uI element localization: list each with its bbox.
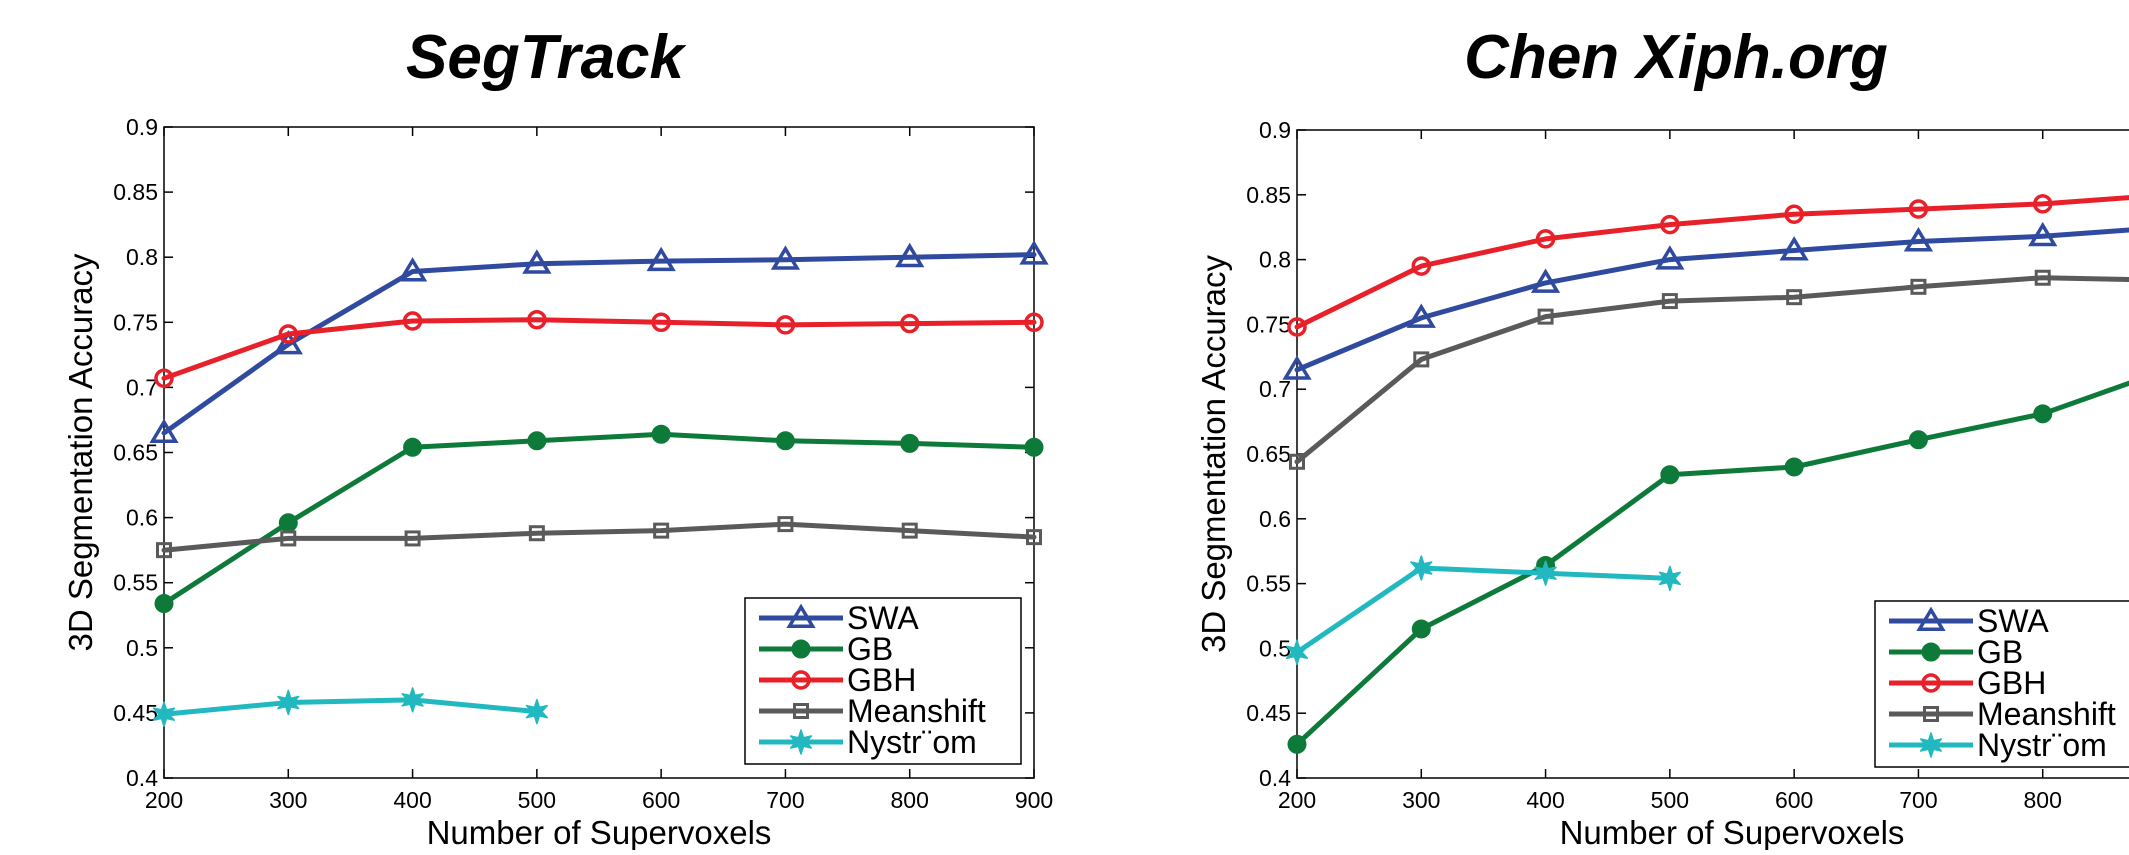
y-axis-label: 3D Segmentation Accuracy	[62, 253, 99, 652]
y-tick-label: 0.8	[1259, 247, 1291, 273]
x-tick-label: 300	[1402, 787, 1440, 813]
y-tick-label: 0.9	[1259, 117, 1291, 143]
series-gbh	[1289, 187, 2129, 335]
y-tick-label: 0.65	[1246, 441, 1291, 467]
series-swa	[1285, 216, 2129, 378]
y-tick-label: 0.75	[113, 309, 158, 335]
data-point	[652, 425, 670, 443]
y-tick-label: 0.55	[1246, 571, 1291, 597]
x-axis-label: Number of Supervoxels	[1560, 814, 1905, 850]
series-line	[164, 700, 537, 714]
x-tick-label: 500	[518, 787, 556, 813]
data-point	[1785, 458, 1803, 476]
y-tick-label: 0.7	[126, 374, 158, 400]
x-tick-label: 700	[1899, 787, 1937, 813]
legend-label: Nystr¨om	[847, 724, 977, 760]
y-tick-label: 0.45	[113, 700, 158, 726]
series-nystr-om	[1287, 556, 1681, 664]
data-point	[1025, 438, 1043, 456]
x-axis-label: Number of Supervoxels	[427, 814, 772, 850]
legend-label: Nystr¨om	[1977, 727, 2107, 763]
y-tick-label: 0.85	[1246, 182, 1291, 208]
y-tick-label: 0.4	[126, 765, 158, 791]
y-tick-label: 0.7	[1259, 376, 1291, 402]
x-tick-label: 900	[1015, 787, 1053, 813]
chart-title: SegTrack	[406, 23, 688, 92]
legend-marker	[1922, 643, 1940, 661]
x-tick-label: 600	[642, 787, 680, 813]
chart-panel-chen-xiph: Chen Xiph.org2003004005006007008009000.4…	[1195, 23, 2129, 850]
x-tick-label: 600	[1775, 787, 1813, 813]
data-point	[901, 434, 919, 452]
data-point	[2034, 405, 2052, 423]
data-point	[1661, 466, 1679, 484]
series-gb	[155, 425, 1043, 612]
series-line	[1297, 568, 1670, 652]
y-tick-label: 0.55	[113, 570, 158, 596]
legend-marker	[792, 640, 810, 658]
y-tick-label: 0.4	[1259, 765, 1291, 791]
data-point	[404, 438, 422, 456]
data-point	[279, 514, 297, 532]
y-tick-label: 0.5	[1259, 635, 1291, 661]
y-tick-label: 0.6	[126, 505, 158, 531]
y-tick-label: 0.75	[1246, 311, 1291, 337]
x-tick-label: 800	[891, 787, 929, 813]
series-gbh	[156, 312, 1042, 387]
y-tick-label: 0.65	[113, 440, 158, 466]
series-nystr-om	[154, 688, 548, 726]
x-tick-label: 400	[1526, 787, 1564, 813]
data-point	[776, 432, 794, 450]
data-point	[528, 432, 546, 450]
x-tick-label: 300	[269, 787, 307, 813]
y-tick-label: 0.8	[126, 244, 158, 270]
y-tick-label: 0.6	[1259, 506, 1291, 532]
x-tick-label: 500	[1651, 787, 1689, 813]
y-axis-label: 3D Segmentation Accuracy	[1195, 254, 1232, 653]
data-point	[1412, 620, 1430, 638]
y-tick-label: 0.9	[126, 114, 158, 140]
data-point	[1909, 431, 1927, 449]
x-tick-label: 800	[2024, 787, 2062, 813]
series-meanshift	[1291, 271, 2129, 468]
y-tick-label: 0.45	[1246, 700, 1291, 726]
data-point	[1288, 735, 1306, 753]
y-tick-label: 0.5	[126, 635, 158, 661]
x-tick-label: 400	[393, 787, 431, 813]
chart-title: Chen Xiph.org	[1464, 23, 1888, 92]
y-tick-label: 0.85	[113, 179, 158, 205]
x-tick-label: 700	[766, 787, 804, 813]
data-point	[155, 595, 173, 613]
